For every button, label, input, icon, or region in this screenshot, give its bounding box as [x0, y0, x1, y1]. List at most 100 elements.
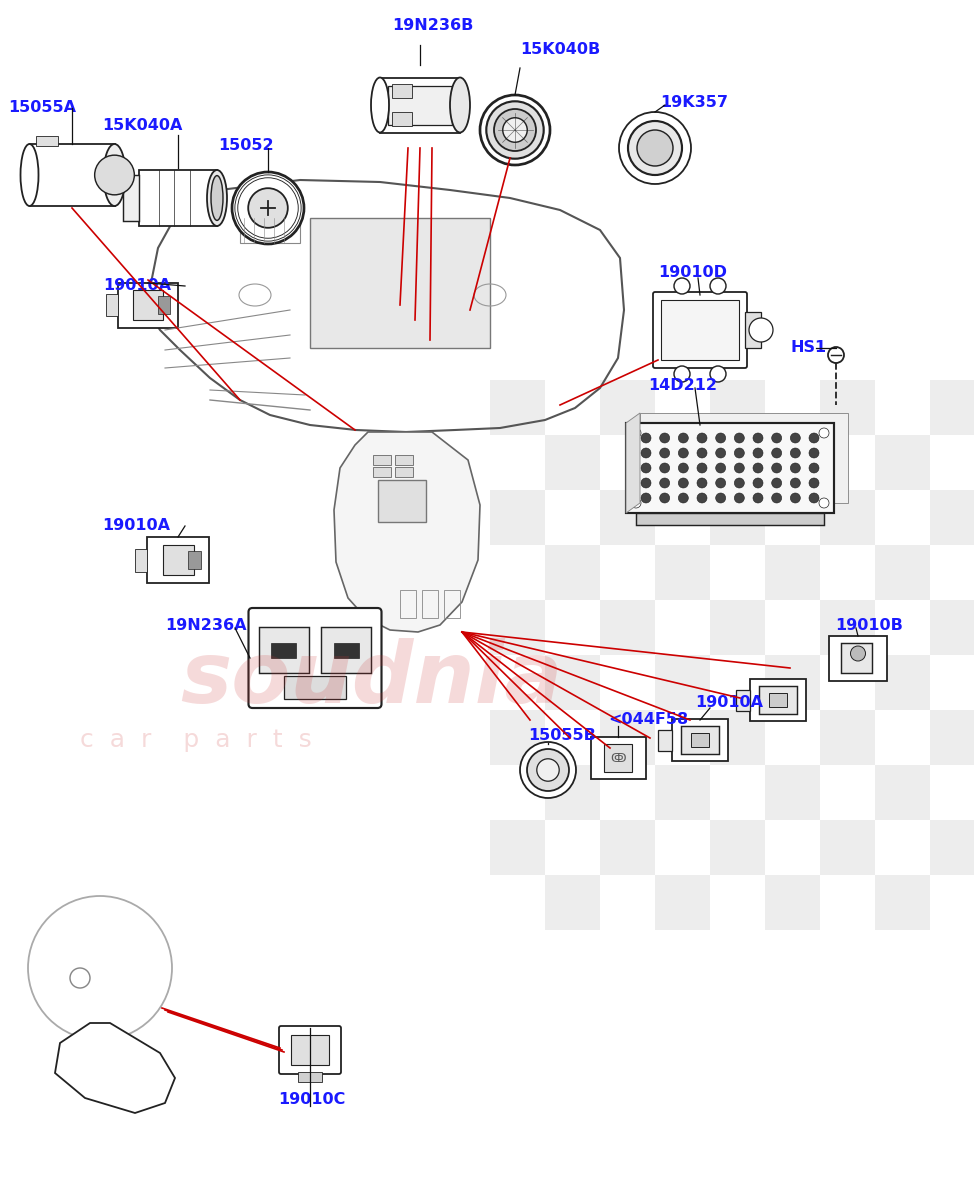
Text: 19010A: 19010A: [103, 278, 171, 293]
Circle shape: [674, 278, 690, 294]
Circle shape: [628, 121, 682, 175]
Circle shape: [790, 493, 801, 503]
Ellipse shape: [103, 144, 126, 206]
Circle shape: [520, 742, 576, 798]
Bar: [395, 467, 413, 476]
Bar: [545, 655, 600, 710]
Bar: [875, 545, 930, 600]
Bar: [600, 380, 655, 434]
Bar: [682, 726, 719, 754]
Bar: [378, 480, 426, 522]
Circle shape: [641, 463, 651, 473]
Circle shape: [753, 448, 763, 458]
Bar: [600, 490, 655, 545]
Circle shape: [697, 463, 707, 473]
Bar: [640, 413, 848, 503]
Circle shape: [678, 433, 689, 443]
Bar: [380, 78, 460, 132]
Bar: [820, 820, 875, 875]
Bar: [106, 294, 118, 317]
Circle shape: [70, 968, 90, 988]
Text: soudnia: soudnia: [180, 638, 562, 721]
Bar: [626, 422, 834, 514]
Bar: [875, 655, 930, 710]
Text: 19010A: 19010A: [102, 518, 170, 533]
Circle shape: [734, 463, 744, 473]
Bar: [444, 590, 460, 618]
Bar: [658, 730, 672, 750]
Circle shape: [659, 493, 670, 503]
Circle shape: [678, 448, 689, 458]
Bar: [829, 636, 887, 680]
Ellipse shape: [211, 175, 223, 221]
Text: 19010B: 19010B: [835, 618, 903, 634]
Bar: [655, 655, 710, 710]
Text: 14D212: 14D212: [648, 378, 717, 392]
Bar: [158, 296, 170, 314]
Circle shape: [641, 433, 651, 443]
Bar: [298, 1072, 321, 1082]
Bar: [750, 679, 806, 721]
Circle shape: [809, 463, 819, 473]
Text: 19K357: 19K357: [660, 95, 728, 110]
Circle shape: [674, 366, 690, 382]
Text: 19N236B: 19N236B: [392, 18, 473, 32]
Bar: [875, 766, 930, 820]
Bar: [820, 710, 875, 766]
Bar: [490, 380, 545, 434]
Circle shape: [828, 347, 844, 362]
Circle shape: [678, 478, 689, 488]
Bar: [545, 875, 600, 930]
Circle shape: [749, 318, 773, 342]
Circle shape: [753, 478, 763, 488]
Bar: [765, 766, 820, 820]
Circle shape: [631, 498, 641, 508]
Circle shape: [734, 448, 744, 458]
Bar: [600, 710, 655, 766]
Circle shape: [790, 433, 801, 443]
Circle shape: [819, 428, 829, 438]
Bar: [133, 290, 163, 320]
Text: c  a  r    p  a  r  t  s: c a r p a r t s: [80, 728, 312, 752]
Bar: [400, 590, 416, 618]
Bar: [283, 677, 346, 700]
Circle shape: [716, 463, 726, 473]
Circle shape: [659, 433, 670, 443]
Circle shape: [809, 478, 819, 488]
Circle shape: [753, 463, 763, 473]
Circle shape: [486, 101, 543, 158]
Bar: [875, 434, 930, 490]
Bar: [710, 710, 765, 766]
Circle shape: [641, 493, 651, 503]
Circle shape: [537, 758, 559, 781]
FancyBboxPatch shape: [279, 1026, 341, 1074]
Bar: [422, 590, 438, 618]
Circle shape: [641, 448, 651, 458]
Circle shape: [809, 493, 819, 503]
Circle shape: [734, 478, 744, 488]
Bar: [490, 710, 545, 766]
Circle shape: [641, 478, 651, 488]
Bar: [188, 551, 201, 569]
Circle shape: [771, 433, 782, 443]
Bar: [930, 820, 974, 875]
FancyBboxPatch shape: [653, 292, 747, 368]
Ellipse shape: [450, 78, 470, 132]
Bar: [590, 737, 646, 779]
Bar: [392, 84, 412, 98]
Bar: [29, 144, 115, 206]
Circle shape: [678, 493, 689, 503]
Bar: [760, 686, 797, 714]
Circle shape: [678, 463, 689, 473]
Bar: [600, 600, 655, 655]
Ellipse shape: [207, 170, 227, 226]
Text: 19010C: 19010C: [278, 1092, 346, 1106]
Circle shape: [659, 463, 670, 473]
Bar: [118, 282, 178, 328]
Bar: [545, 766, 600, 820]
Bar: [392, 112, 412, 126]
Bar: [691, 733, 709, 746]
Bar: [930, 490, 974, 545]
Circle shape: [527, 749, 569, 791]
Circle shape: [790, 463, 801, 473]
